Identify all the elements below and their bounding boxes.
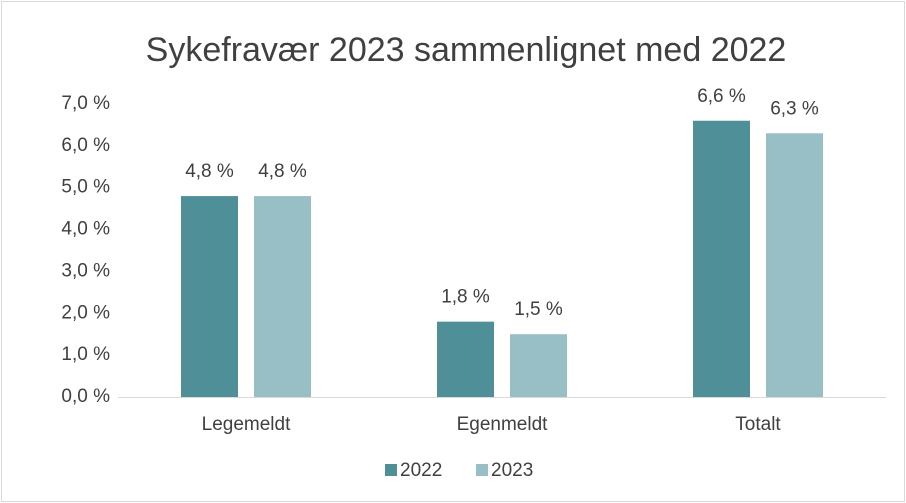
- data-label: 6,3 %: [770, 98, 819, 119]
- y-tick-label: 6,0 %: [61, 135, 110, 156]
- y-tick-label: 4,0 %: [61, 219, 110, 240]
- legend-label: 2022: [400, 460, 442, 481]
- y-tick-label: 1,0 %: [61, 344, 110, 365]
- y-tick-label: 2,0 %: [61, 302, 110, 323]
- chart-title: Sykefravær 2023 sammenlignet med 2022: [146, 31, 787, 69]
- bar: [693, 120, 750, 397]
- legend-swatch: [385, 464, 397, 476]
- legend-swatch: [476, 464, 488, 476]
- x-tick-label: Legemeldt: [202, 414, 291, 435]
- bar: [437, 321, 494, 397]
- data-label: 1,5 %: [514, 299, 563, 320]
- bar: [254, 196, 311, 397]
- x-tick-label: Egenmeldt: [457, 414, 549, 435]
- y-tick-label: 5,0 %: [61, 177, 110, 198]
- data-label: 6,6 %: [697, 86, 746, 107]
- data-label: 4,8 %: [185, 161, 234, 182]
- bar: [766, 133, 823, 398]
- y-tick-label: 7,0 %: [61, 93, 110, 114]
- y-tick-label: 3,0 %: [61, 260, 110, 281]
- data-label: 1,8 %: [441, 287, 490, 308]
- bar: [181, 196, 238, 397]
- bar: [510, 334, 567, 397]
- y-tick-label: 0,0 %: [61, 386, 110, 407]
- legend-label: 2023: [491, 460, 533, 481]
- data-label: 4,8 %: [258, 161, 307, 182]
- x-tick-label: Totalt: [735, 414, 781, 435]
